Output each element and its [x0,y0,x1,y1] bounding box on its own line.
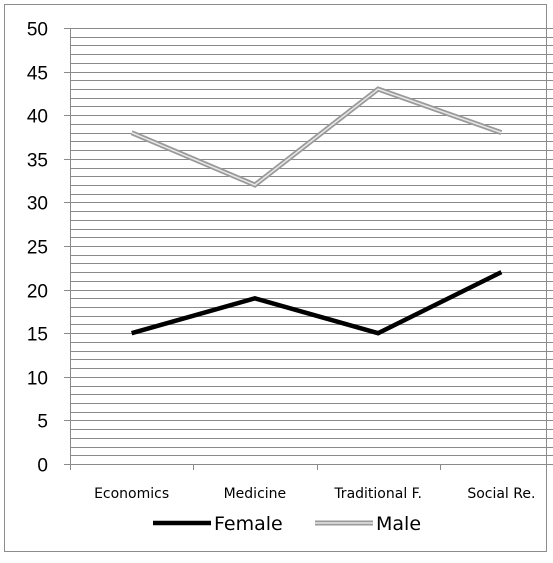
series-line-inner-male [132,89,502,185]
y-tick-label-45: 45 [27,64,48,85]
gridlines [70,29,553,456]
chart-frame: 0 5 10 15 20 25 30 35 40 45 50 Economics Medicine Tr… [4,4,547,552]
legend-label-female: Female [214,513,283,535]
x-tick-label-3: Social Re. [467,486,535,502]
x-tick-labels: Economics Medicine Traditional F. Social Re… [71,464,553,502]
legend: Female Male [153,513,421,535]
y-tick-label-35: 35 [27,151,48,172]
x-tick-label-2: Traditional F. [333,486,422,502]
y-tick-label-0: 0 [37,456,48,477]
y-tick-label-15: 15 [27,325,48,346]
y-tick-label-10: 10 [27,369,48,390]
y-tick-label-25: 25 [27,238,48,259]
x-tick-label-0: Economics [94,486,169,502]
series-male [132,89,502,185]
x-tick-label-1: Medicine [224,486,287,502]
y-tick-label-40: 40 [27,107,48,128]
y-tick-label-50: 50 [27,20,48,41]
y-tick-label-20: 20 [27,282,48,303]
legend-item-female: Female [153,513,283,535]
legend-label-male: Male [376,513,421,535]
line-chart: 0 5 10 15 20 25 30 35 40 45 50 Economics Medicine Tr… [5,5,553,563]
y-tick-labels: 0 5 10 15 20 25 30 35 40 45 50 [27,20,70,477]
y-tick-label-30: 30 [27,194,48,215]
legend-item-male: Male [315,513,421,535]
y-tick-label-5: 5 [37,412,48,433]
